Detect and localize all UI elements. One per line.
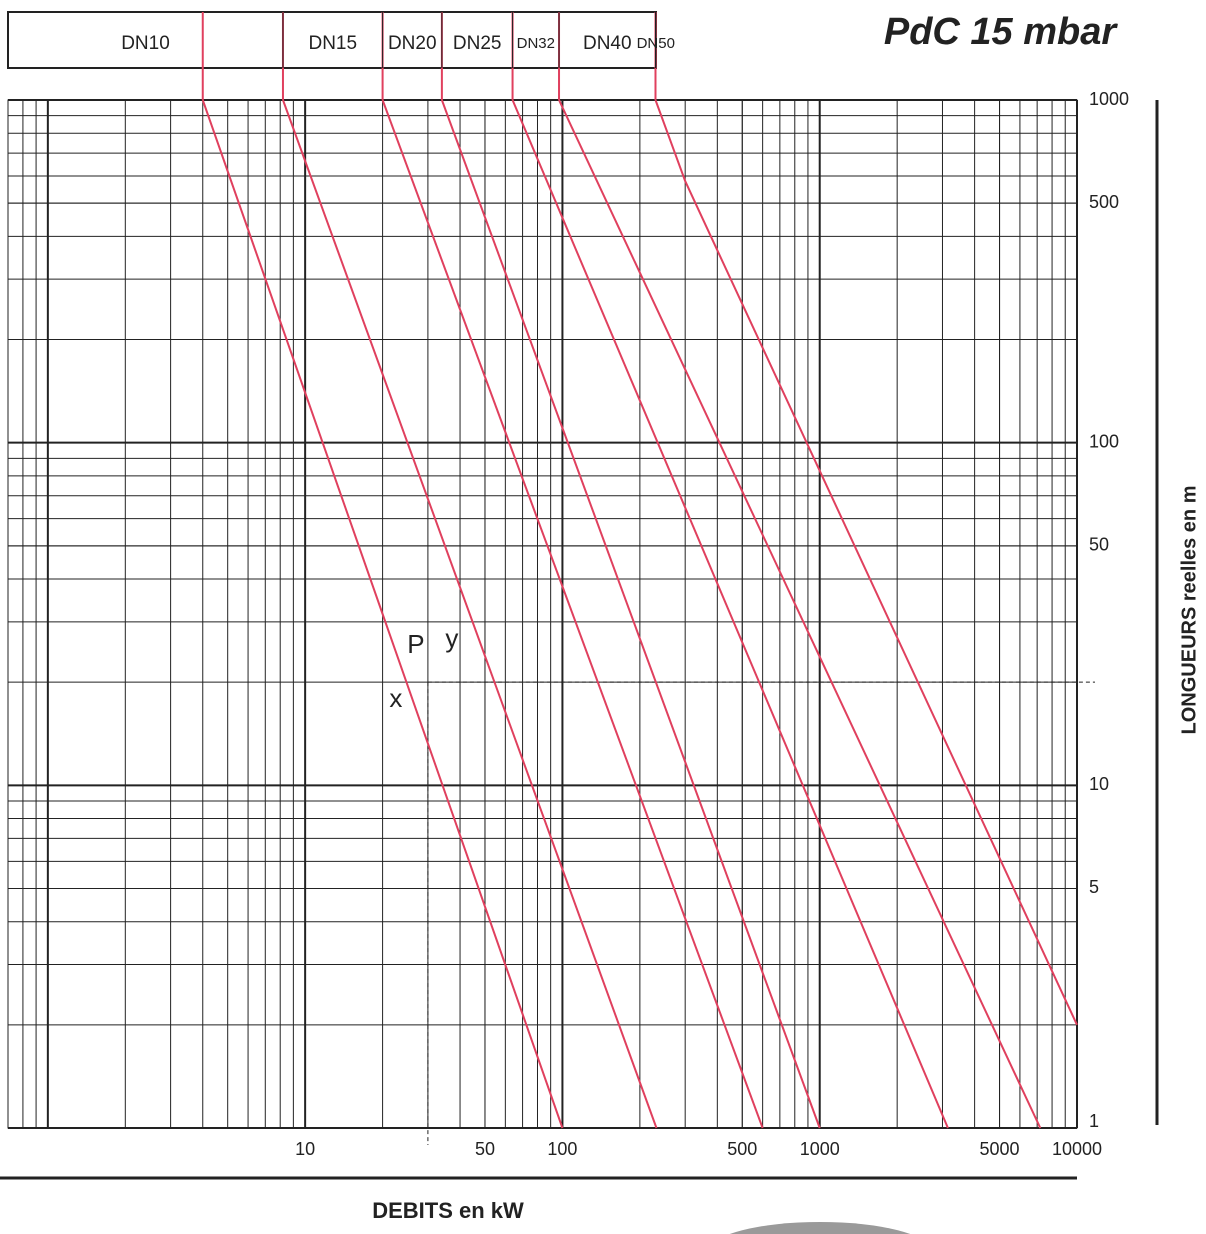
- legend-label: DN15: [308, 33, 357, 54]
- series-line: [654, 99, 1078, 1026]
- x-tick-label: 50: [475, 1139, 495, 1159]
- series-line: [282, 99, 658, 1129]
- series-line: [511, 99, 949, 1129]
- annotation: y: [445, 623, 458, 653]
- y-tick-label: 10: [1089, 774, 1109, 794]
- y-tick-label: 1: [1089, 1111, 1099, 1131]
- series-line: [201, 99, 564, 1129]
- x-axis-title: DEBITS en kW: [372, 1198, 524, 1223]
- annotation: x: [389, 683, 402, 713]
- series-line: [381, 99, 764, 1129]
- legend-label: DN32: [517, 35, 555, 52]
- y-tick-label: 1000: [1089, 89, 1129, 109]
- series-line: [558, 99, 1042, 1129]
- y-tick-label: 50: [1089, 535, 1109, 555]
- legend-label: DN10: [121, 33, 170, 54]
- x-tick-label: 5000: [980, 1139, 1020, 1159]
- series-line: [440, 99, 821, 1129]
- y-tick-label: 500: [1089, 192, 1119, 212]
- x-tick-label: 10: [295, 1139, 315, 1159]
- y-axis-title: LONGUEURS reelles en m: [1178, 486, 1200, 735]
- x-tick-label: 10000: [1052, 1139, 1102, 1159]
- product-photo: [729, 1222, 911, 1234]
- annotation: P: [407, 629, 424, 659]
- x-tick-label: 100: [547, 1139, 577, 1159]
- y-tick-label: 100: [1089, 431, 1119, 451]
- x-tick-label: 500: [727, 1139, 757, 1159]
- legend-label: DN50: [637, 35, 675, 52]
- legend-label: DN20: [388, 33, 437, 54]
- x-tick-label: 1000: [800, 1139, 840, 1159]
- legend-label: DN25: [453, 33, 502, 54]
- chart-title: PdC 15 mbar: [884, 11, 1119, 53]
- y-tick-label: 5: [1089, 877, 1099, 897]
- legend-label: DN40: [583, 33, 632, 54]
